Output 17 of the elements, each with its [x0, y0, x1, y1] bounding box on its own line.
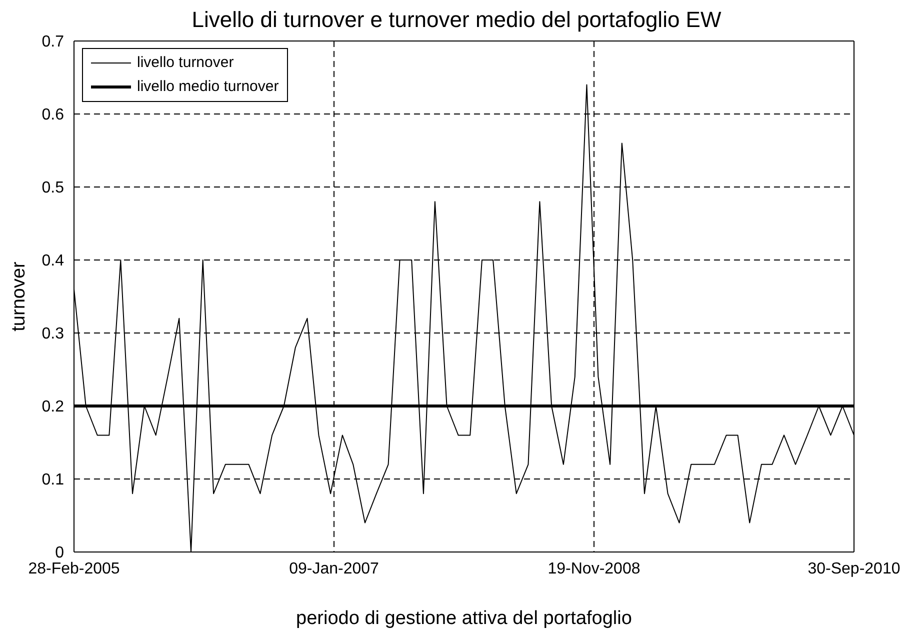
y-tick-label: 0.3: [42, 326, 64, 343]
y-tick-label: 0.2: [42, 398, 64, 416]
legend-label: livello medio turnover: [137, 77, 279, 97]
y-tick-label: 0.1: [42, 472, 64, 489]
y-axis-title: turnover: [8, 260, 30, 332]
x-axis-title: periodo di gestione attiva del portafoglio: [296, 608, 632, 629]
chart-title: Livello di turnover e turnover medio del portafoglio EW: [190, 7, 722, 32]
y-tick-label: 0.7: [42, 34, 64, 51]
x-tick-label: 30-Sep-2010: [808, 560, 900, 578]
y-tick-label: 0: [55, 544, 64, 562]
legend-label: livello turnover: [137, 53, 234, 73]
x-tick-label: 09-Jan-2007: [289, 560, 380, 578]
x-tick-label: 19-Nov-2008: [548, 560, 640, 578]
y-tick-label: 0.6: [42, 106, 64, 124]
y-tick-label: 0.5: [42, 180, 64, 197]
x-tick-label: 28-Feb-2005: [28, 560, 120, 578]
y-tick-label: 0.4: [42, 252, 64, 270]
